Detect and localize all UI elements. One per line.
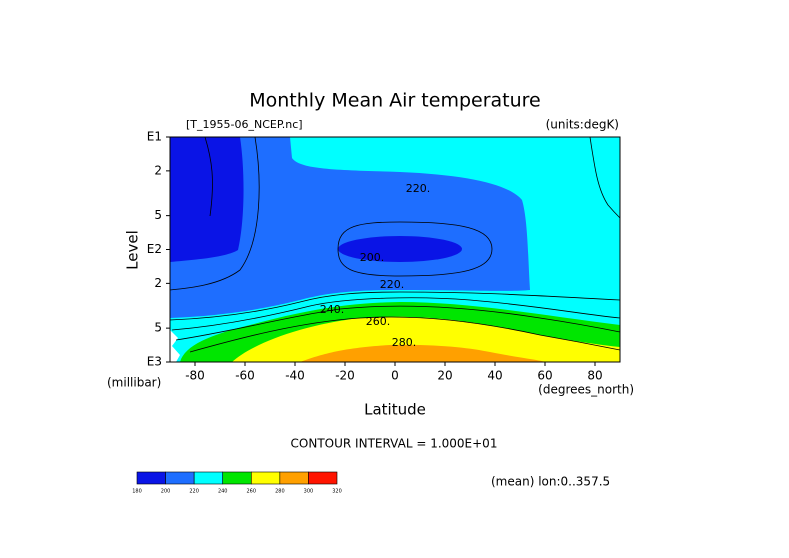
contour-line bbox=[189, 316, 621, 353]
y-tick-label: 5 bbox=[154, 321, 162, 335]
colorbar-box bbox=[222, 471, 252, 485]
y-tick-label: E2 bbox=[147, 242, 162, 256]
y-axis-label: Level bbox=[124, 230, 142, 270]
contour-fill bbox=[232, 316, 620, 362]
colorbar-box bbox=[136, 471, 166, 485]
x-tick-label: -60 bbox=[235, 369, 255, 383]
x-tick-label: 0 bbox=[391, 369, 399, 383]
colorbar-label: 280 bbox=[275, 489, 285, 495]
colorbar-label: 260 bbox=[247, 489, 257, 495]
colorbar-label: 200 bbox=[161, 489, 171, 495]
contour-label: 200. bbox=[360, 251, 385, 264]
x-tick-label: -20 bbox=[335, 369, 355, 383]
x-tick-label: -80 bbox=[185, 369, 205, 383]
colorbar-label: 180 bbox=[132, 489, 142, 495]
missing-area bbox=[170, 330, 180, 362]
mean-label: (mean) lon:0..357.5 bbox=[491, 475, 610, 489]
x-axis-label: Latitude bbox=[364, 401, 426, 419]
x-unit-label: (degrees_north) bbox=[538, 383, 634, 397]
x-tick-label: 20 bbox=[437, 369, 452, 383]
y-unit-label: (millibar) bbox=[107, 376, 161, 390]
units-label: (units:degK) bbox=[546, 118, 619, 132]
y-tick-label: E1 bbox=[147, 130, 162, 144]
colorbar-box bbox=[250, 471, 281, 485]
contour-line bbox=[337, 221, 493, 277]
colorbar-box bbox=[193, 471, 224, 485]
x-tick-label: 40 bbox=[487, 369, 502, 383]
y-tick-label: 5 bbox=[154, 208, 162, 222]
contour-label: 280. bbox=[392, 336, 417, 349]
contour-line bbox=[169, 291, 621, 321]
y-tick-label: E3 bbox=[147, 355, 162, 369]
colorbar-box bbox=[165, 471, 195, 485]
x-tick-label: 80 bbox=[587, 369, 602, 383]
contour-line bbox=[171, 297, 621, 331]
contour-label: 220. bbox=[380, 278, 405, 291]
contour-line bbox=[175, 305, 621, 341]
y-tick-label: 2 bbox=[154, 276, 162, 290]
contour-label: 220. bbox=[406, 182, 431, 195]
contour-label: 260. bbox=[366, 315, 391, 328]
contour-line bbox=[589, 136, 621, 219]
x-tick-label: -40 bbox=[285, 369, 305, 383]
colorbar-box bbox=[279, 471, 309, 485]
contour-line bbox=[204, 136, 213, 217]
contour-fill bbox=[300, 344, 545, 362]
contour-interval: CONTOUR INTERVAL = 1.000E+01 bbox=[291, 437, 498, 451]
colorbar-box bbox=[308, 471, 338, 485]
file-label: [T_1955-06_NCEP.nc] bbox=[186, 118, 303, 131]
contour-fill bbox=[170, 137, 244, 262]
contour-label: 240. bbox=[320, 303, 345, 316]
colorbar-label: 300 bbox=[304, 489, 314, 495]
plot-area: 220. 200. 220. 240. 260.280. bbox=[169, 136, 621, 363]
contour-line bbox=[169, 136, 260, 291]
x-tick-label: 60 bbox=[537, 369, 552, 383]
contour-fill bbox=[338, 236, 462, 262]
colorbar-label: 220 bbox=[189, 489, 199, 495]
y-tick-label: 2 bbox=[154, 163, 162, 177]
colorbar-label: 320 bbox=[332, 489, 342, 495]
chart-title: Monthly Mean Air temperature bbox=[249, 90, 540, 112]
colorbar-label: 240 bbox=[218, 489, 228, 495]
